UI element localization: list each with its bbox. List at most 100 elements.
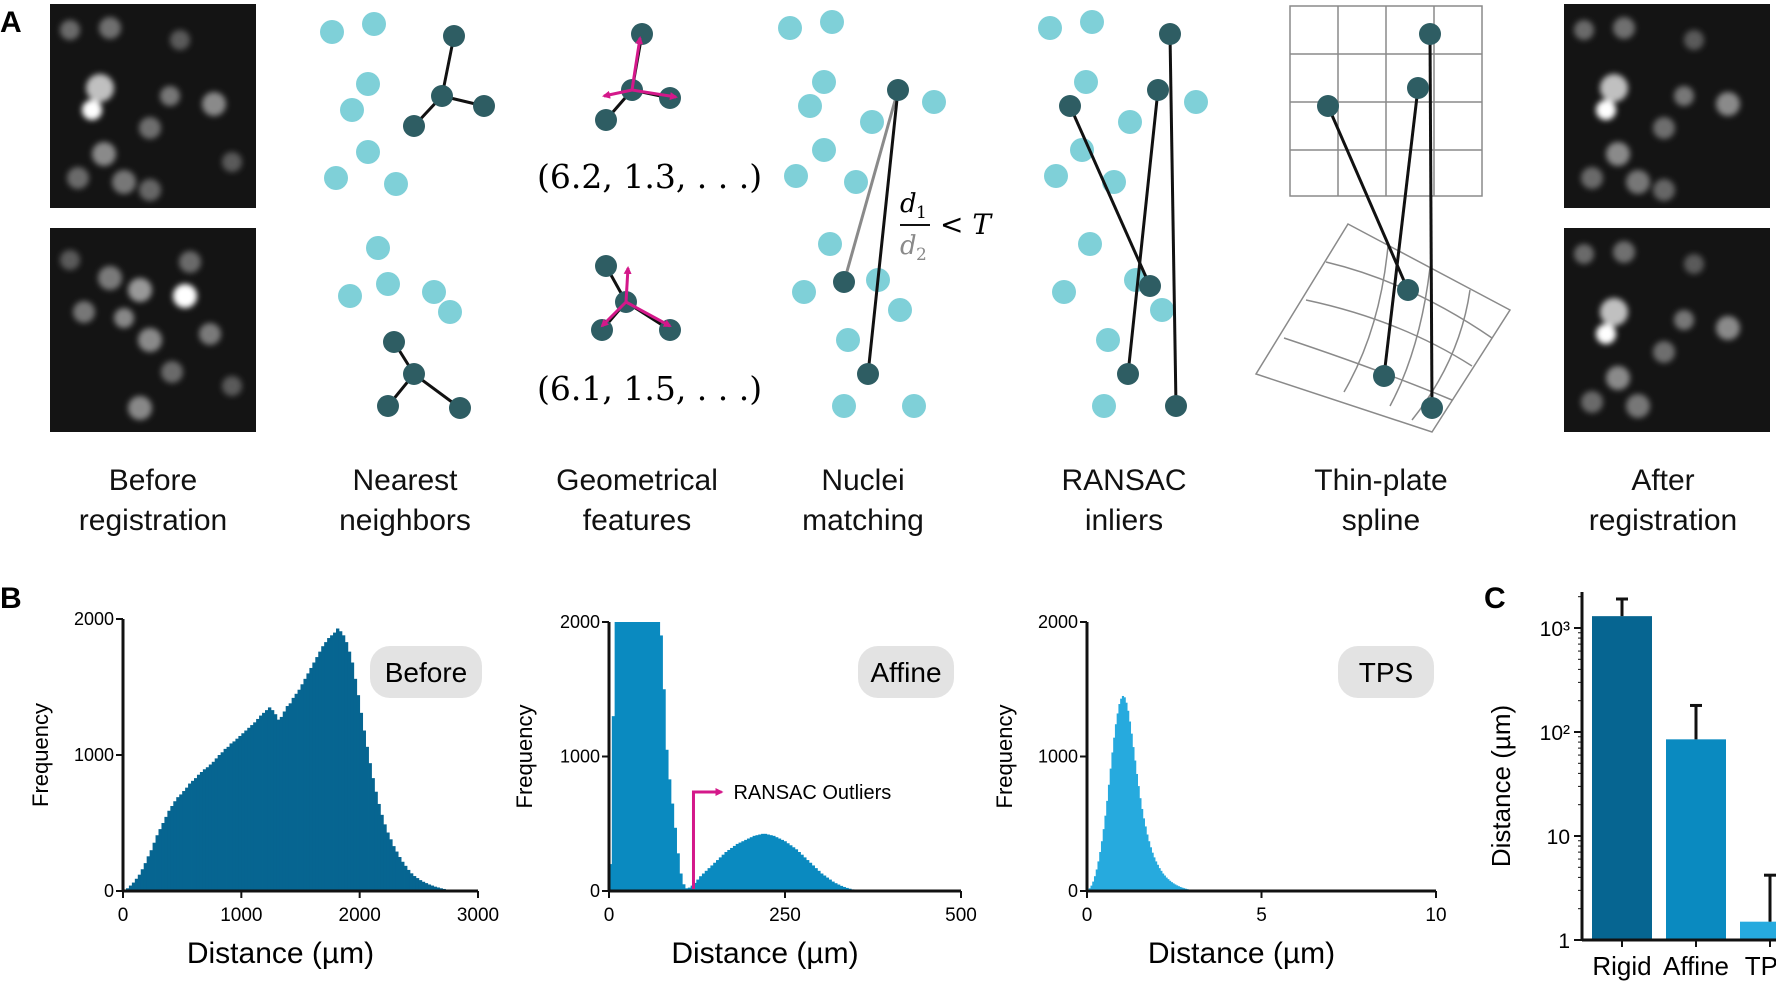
y-axis-label: Frequency (28, 703, 53, 807)
histogram-bar (614, 622, 618, 891)
histogram-bar (628, 622, 632, 891)
histogram-bar (789, 845, 793, 891)
histogram-bar (656, 622, 661, 891)
before-image-bottom (50, 228, 256, 432)
histogram-bar (775, 837, 779, 891)
histogram-bar (1123, 697, 1126, 891)
histogram-bar (1092, 881, 1095, 891)
histogram-bar (333, 632, 337, 891)
thin-plate-spline-diagram (1254, 5, 1512, 433)
histogram-bar (137, 874, 142, 891)
histogram-bar (176, 797, 180, 891)
histogram-bar (217, 755, 222, 891)
histogram-bar (1146, 834, 1149, 891)
histogram-bar (300, 684, 304, 891)
histogram-bar (223, 748, 227, 891)
histogram-bar (294, 693, 298, 891)
histogram-bar (1156, 864, 1159, 891)
y-tick-label: 1 (1558, 930, 1570, 953)
histogram-bar (670, 803, 675, 891)
histogram-bar (262, 712, 266, 891)
histogram-bar (645, 622, 649, 891)
histogram-bar (1179, 886, 1182, 891)
histogram-bar (285, 706, 290, 891)
distance-bar-chart: Rigid Affine TPS 1 10 10² 10³ Distance (µm) (1486, 592, 1776, 981)
histogram-bar (1144, 826, 1147, 891)
histogram-bar (817, 870, 821, 891)
histogram-bar (315, 657, 319, 891)
histogram-bar (146, 856, 151, 891)
histogram-bar (637, 622, 641, 891)
histogram-bar (842, 886, 846, 891)
histogram-bar (179, 794, 183, 891)
histogram-bar (241, 733, 245, 891)
histogram-bar (164, 816, 168, 891)
histogram-bar (430, 885, 435, 891)
histogram-bar (611, 716, 616, 891)
histogram-bar (412, 876, 417, 891)
histogram-bar (1134, 760, 1137, 891)
histogram-bar (738, 842, 742, 891)
svg-text:2: 2 (916, 245, 927, 265)
histogram-bar (1158, 868, 1161, 891)
histogram-bar (625, 622, 630, 891)
histogram-bar (128, 885, 133, 891)
histogram-affine: 0 250 500 0 1000 2000 Distance (µm) Frequency Af… (512, 612, 977, 970)
after-image-top (1564, 4, 1770, 208)
histogram-bar (143, 863, 148, 891)
histogram-bar (1109, 768, 1112, 891)
histogram-bar (374, 791, 378, 891)
histogram-bar (1177, 886, 1180, 891)
histogram-bar (250, 725, 254, 891)
histogram-bar (327, 638, 331, 891)
histogram-bar (158, 829, 162, 891)
histogram-bar (814, 868, 818, 891)
histogram-bar (1102, 829, 1105, 891)
histogram-bar (1107, 784, 1111, 891)
histogram-bar (679, 873, 683, 891)
feature-vector-top: (6.2, 1.3, . . .) (537, 157, 762, 196)
histogram-bar (270, 710, 275, 891)
histogram-bar (321, 646, 325, 891)
panel-label-b: B (0, 582, 22, 615)
histogram-bar (617, 622, 621, 891)
histogram-bar (341, 635, 346, 891)
histogram-bar (1127, 710, 1130, 891)
histogram-bar (404, 865, 408, 891)
step-caption-2-line2: neighbors (339, 504, 471, 537)
x-tick-label: 5 (1256, 905, 1267, 926)
histogram-bar (676, 853, 680, 891)
histogram-bar (620, 622, 624, 891)
bar-rigid (1592, 616, 1652, 940)
step-caption-3-line2: features (583, 504, 691, 537)
histogram-bar (769, 835, 773, 891)
svg-text:1: 1 (916, 203, 927, 223)
histogram-bar (306, 673, 310, 891)
histogram-bar (398, 857, 402, 891)
panel-label-a: A (0, 6, 22, 39)
histogram-bar (1106, 800, 1109, 891)
histogram-bar (1121, 695, 1125, 891)
histogram-bar (235, 738, 239, 891)
histogram-bar (639, 622, 644, 891)
step-caption-1-line2: registration (79, 504, 227, 537)
histogram-bar (220, 752, 224, 891)
histogram-bar (797, 851, 801, 891)
histogram-bar (131, 882, 136, 891)
step-caption-6-line2: spline (1342, 504, 1420, 537)
histogram-bar (353, 678, 358, 891)
histogram-bar (392, 846, 396, 891)
histogram-bar (1170, 882, 1173, 891)
histogram-bar (433, 886, 437, 891)
histogram-bar (1135, 773, 1139, 891)
histogram-bar (1155, 861, 1158, 891)
x-axis-label: Distance (µm) (187, 937, 374, 970)
histogram-bar (152, 842, 156, 891)
histogram-bar (350, 662, 355, 891)
histogram-bar (746, 838, 751, 891)
histogram-bar (1097, 861, 1100, 891)
method-badge (370, 646, 482, 698)
method-badge-label: Before (385, 657, 468, 688)
histogram-bar (1148, 841, 1151, 891)
y-axis-label: Frequency (512, 705, 537, 809)
